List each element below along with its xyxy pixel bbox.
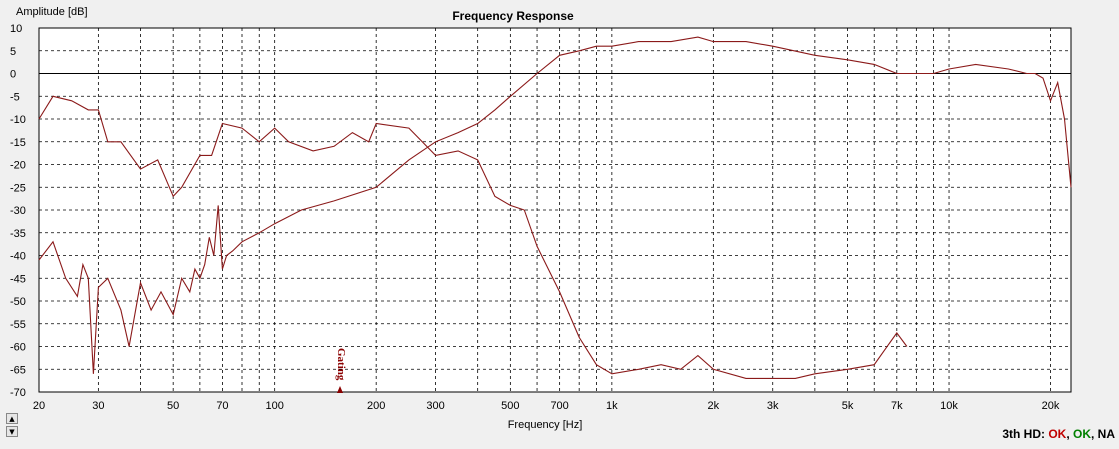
gating-arrow-icon — [337, 386, 343, 393]
chart-title: Frequency Response — [452, 9, 574, 23]
x-tick-label: 300 — [426, 400, 444, 412]
x-tick-label: 30 — [92, 400, 104, 412]
x-tick-label: 200 — [367, 400, 385, 412]
x-tick-label: 70 — [216, 400, 228, 412]
status-sep-1: , — [1066, 427, 1073, 441]
x-tick-label: 500 — [501, 400, 519, 412]
x-tick-label: 100 — [265, 400, 283, 412]
y-tick-label: -35 — [10, 228, 26, 240]
y-tick-label: -20 — [10, 160, 26, 172]
y-tick-label: -15 — [10, 137, 26, 149]
series-line-1 — [38, 36, 1072, 374]
x-tick-label: 50 — [167, 400, 179, 412]
y-tick-label: -70 — [10, 387, 26, 399]
x-axis-label: Frequency [Hz] — [508, 419, 583, 431]
status-na: NA — [1097, 427, 1115, 441]
status-prefix: 3th HD: — [1002, 427, 1049, 441]
y-tick-label: -40 — [10, 251, 26, 263]
x-tick-label: 20 — [33, 400, 45, 412]
y-tick-label: 0 — [10, 69, 16, 81]
y-tick-label: 5 — [10, 46, 16, 58]
x-tick-label: 700 — [550, 400, 568, 412]
x-tick-label: 10k — [940, 400, 958, 412]
status-sep-2: , — [1090, 427, 1098, 441]
x-tick-label: 7k — [891, 400, 903, 412]
y-tick-label: -55 — [10, 319, 26, 331]
gating-marker: Gating — [335, 348, 347, 393]
x-tick-label: 3k — [767, 400, 779, 412]
series-line-2 — [38, 95, 908, 379]
scroll-up-button[interactable]: ▲ — [6, 413, 18, 424]
status-ok-2: OK — [1072, 427, 1091, 441]
y-tick-label: -25 — [10, 182, 26, 194]
y-tick-label: -30 — [10, 205, 26, 217]
y-axis-label: Amplitude [dB] — [16, 6, 88, 18]
grid-lines — [38, 27, 1071, 393]
y-tick-label: -45 — [10, 273, 26, 285]
x-tick-label: 20k — [1042, 400, 1060, 412]
curves — [38, 36, 1072, 379]
x-tick-label: 5k — [842, 400, 854, 412]
y-tick-label: -5 — [10, 91, 20, 103]
x-tick-label: 1k — [606, 400, 618, 412]
y-tick-label: -10 — [10, 114, 26, 126]
status-ok-1: OK — [1048, 427, 1067, 441]
y-tick-label: 10 — [10, 23, 22, 35]
harmonic-distortion-status: 3th HD: OK, OK, NA — [1002, 427, 1115, 441]
y-tick-label: -65 — [10, 364, 26, 376]
scroll-down-button[interactable]: ▼ — [6, 426, 18, 437]
y-tick-label: -50 — [10, 296, 26, 308]
y-tick-label: -60 — [10, 342, 26, 354]
x-tick-label: 2k — [708, 400, 720, 412]
tick-labels: 1050-5-10-15-20-25-30-35-40-45-50-55-60-… — [10, 23, 1060, 412]
gating-label: Gating — [335, 348, 347, 381]
